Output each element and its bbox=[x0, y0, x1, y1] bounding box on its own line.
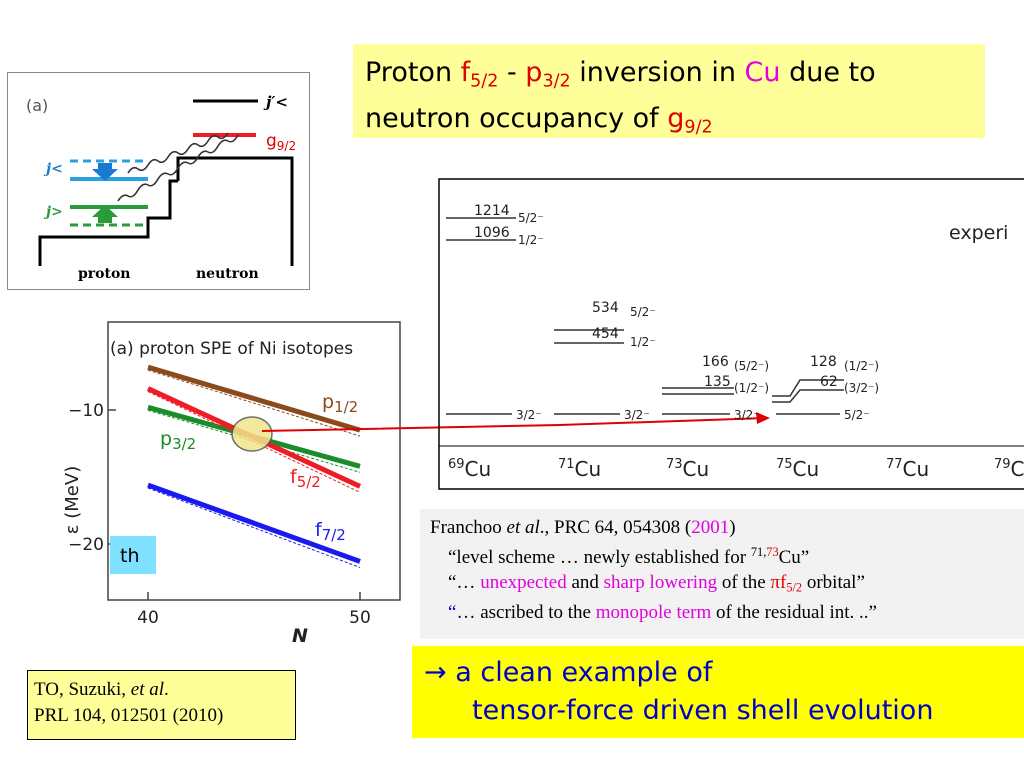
isotope-label-69: 69Cu bbox=[448, 457, 491, 481]
f-orbital: f5/2 bbox=[460, 57, 499, 92]
f52-label: f5/2 bbox=[290, 466, 321, 491]
svg-text:128: 128 bbox=[810, 354, 837, 370]
crossing-highlight bbox=[231, 416, 273, 452]
svg-text:3/2⁻: 3/2⁻ bbox=[624, 408, 650, 422]
conclusion-line-1: → a clean example of bbox=[424, 657, 713, 688]
series-line-f7-2 bbox=[147, 482, 361, 564]
isotope-label-79: 79C bbox=[994, 457, 1024, 481]
level-scheme-svg: experi 1214 1096 5/2⁻ 1/2⁻ 3/2⁻ 534 454 … bbox=[438, 178, 1024, 490]
right-arrow-icon: → bbox=[424, 657, 447, 688]
cu75-levels: 128 62 (1/2⁻) (3/2⁻) 5/2⁻ bbox=[772, 354, 879, 422]
title-line-1: Proton f5/2 - p3/2 inversion in Cu due t… bbox=[365, 57, 876, 92]
svg-text:(1/2⁻): (1/2⁻) bbox=[844, 359, 879, 373]
proton-well bbox=[38, 179, 178, 266]
experiment-header: experi bbox=[949, 222, 1008, 244]
g-label: g9/2 bbox=[266, 131, 296, 153]
svg-text:(5/2⁻): (5/2⁻) bbox=[734, 359, 769, 373]
isotope-label-75: 75Cu bbox=[776, 457, 819, 481]
up-arrow-icon bbox=[92, 205, 118, 223]
conclusion-box: → a clean example of tensor-force driven… bbox=[412, 646, 1024, 738]
svg-text:1214: 1214 bbox=[474, 203, 510, 219]
y-axis-label: ε (MeV) bbox=[62, 466, 83, 534]
j-less-label: j< bbox=[43, 161, 63, 177]
g-orbital: g9/2 bbox=[667, 103, 713, 138]
spe-chart-svg: (a) proton SPE of Ni isotopes −10 −20 40 50… bbox=[62, 321, 401, 647]
svg-text:3/2⁻: 3/2⁻ bbox=[516, 408, 542, 422]
tick-group: −10 −20 40 50 bbox=[68, 401, 371, 628]
th-tag: th bbox=[120, 545, 140, 567]
ref-line-4: “… ascribed to the monopole term of the … bbox=[448, 602, 877, 624]
svg-text:534: 534 bbox=[592, 300, 619, 316]
plot-frame bbox=[107, 321, 401, 601]
tensor-force-diagram: (a) j′< g9/2 j< j> proton neutron bbox=[7, 72, 310, 290]
svg-text:1096: 1096 bbox=[474, 225, 510, 241]
citation-line-2: PRL 104, 012501 (2010) bbox=[34, 705, 224, 726]
y-tick-label: −20 bbox=[68, 535, 104, 555]
isotope-label-71: 71Cu bbox=[558, 457, 601, 481]
y-tick-label: −10 bbox=[68, 401, 104, 421]
slide-title: Proton f5/2 - p3/2 inversion in Cu due t… bbox=[353, 44, 985, 138]
svg-text:3/2⁻: 3/2⁻ bbox=[734, 408, 760, 422]
svg-text:1/2⁻: 1/2⁻ bbox=[630, 335, 656, 349]
citation-line-1: TO, Suzuki, et al. bbox=[34, 679, 169, 700]
cu69-levels: 1214 1096 5/2⁻ 1/2⁻ 3/2⁻ bbox=[446, 203, 544, 422]
svg-text:5/2⁻: 5/2⁻ bbox=[630, 305, 656, 319]
panel-label: (a) bbox=[26, 96, 48, 115]
p-orbital: p3/2 bbox=[525, 57, 571, 92]
cu73-levels: 166 135 (5/2⁻) (1/2⁻) 3/2⁻ bbox=[662, 354, 769, 422]
spe-chart: (a) proton SPE of Ni isotopes −10 −20 40 50… bbox=[60, 320, 405, 650]
reference-box: Franchoo et al., PRC 64, 054308 (2001) “… bbox=[420, 509, 1024, 639]
th-tag-bg bbox=[110, 536, 156, 574]
svg-text:135: 135 bbox=[704, 374, 731, 390]
p12-label: p1/2 bbox=[322, 391, 358, 416]
j-prime-label: j′< bbox=[263, 93, 288, 111]
citation-box: TO, Suzuki, et al. PRL 104, 012501 (2010… bbox=[27, 670, 296, 740]
series-dotted-f7-2 bbox=[147, 487, 361, 568]
f72-label: f7/2 bbox=[315, 519, 346, 544]
isotope-labels: 69Cu 71Cu 73Cu 75Cu 77Cu 79C bbox=[448, 457, 1024, 481]
neutron-well bbox=[176, 156, 294, 266]
x-axis-label: N bbox=[292, 625, 308, 647]
down-arrow-icon bbox=[92, 163, 118, 181]
svg-text:1/2⁻: 1/2⁻ bbox=[518, 233, 544, 247]
isotope-label-73: 73Cu bbox=[666, 457, 709, 481]
svg-text:(1/2⁻): (1/2⁻) bbox=[734, 381, 769, 395]
svg-text:454: 454 bbox=[592, 326, 619, 342]
svg-text:5/2⁻: 5/2⁻ bbox=[518, 211, 544, 225]
level-frame bbox=[438, 178, 1024, 490]
p32-label: p3/2 bbox=[160, 428, 196, 453]
ref-line-1: Franchoo et al., PRC 64, 054308 (2001) bbox=[430, 517, 736, 538]
svg-text:(3/2⁻): (3/2⁻) bbox=[844, 381, 879, 395]
proton-label: proton bbox=[78, 266, 131, 282]
neutron-label: neutron bbox=[196, 266, 259, 282]
interaction-wave-lower bbox=[117, 134, 239, 202]
cu71-levels: 534 454 5/2⁻ 1/2⁻ 3/2⁻ bbox=[554, 300, 656, 422]
j-greater-label: j> bbox=[43, 204, 63, 220]
svg-text:5/2⁻: 5/2⁻ bbox=[844, 408, 870, 422]
x-tick-label: 40 bbox=[137, 608, 159, 628]
svg-text:62: 62 bbox=[820, 374, 838, 390]
chart-heading: (a) proton SPE of Ni isotopes bbox=[110, 339, 353, 359]
isotope-label-77: 77Cu bbox=[886, 457, 929, 481]
x-tick-label: 50 bbox=[349, 608, 371, 628]
cu-element: Cu bbox=[744, 57, 781, 88]
title-line-2: neutron occupancy of g9/2 bbox=[365, 103, 713, 138]
ref-line-3: “… unexpected and sharp lowering of the … bbox=[448, 571, 865, 595]
conclusion-line-2: tensor-force driven shell evolution bbox=[472, 695, 934, 726]
level-scheme: experi 1214 1096 5/2⁻ 1/2⁻ 3/2⁻ 534 454 … bbox=[438, 178, 1024, 498]
tensor-force-svg: (a) j′< g9/2 j< j> proton neutron bbox=[26, 93, 296, 282]
svg-text:166: 166 bbox=[702, 354, 729, 370]
ref-line-2: “level scheme … newly established for 71… bbox=[448, 545, 810, 568]
interaction-wave-upper bbox=[127, 132, 229, 174]
